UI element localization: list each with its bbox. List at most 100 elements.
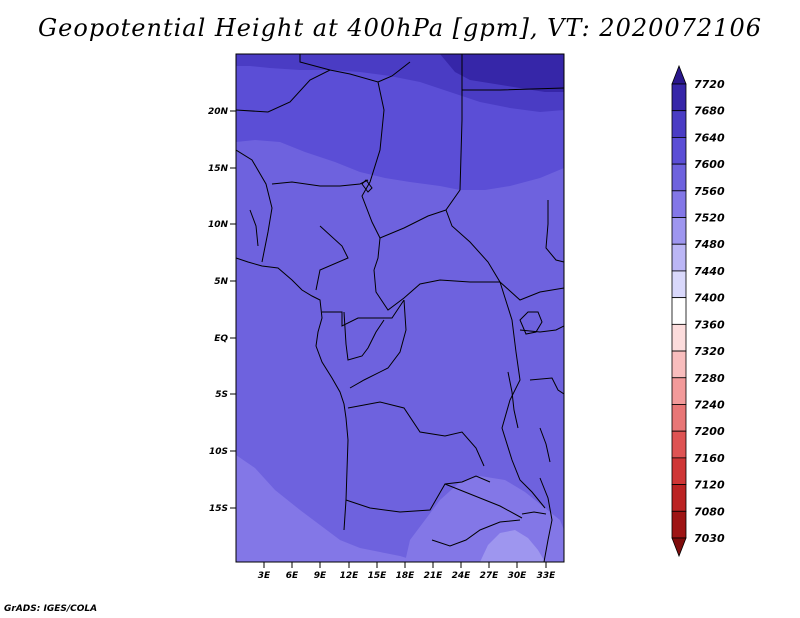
colorbar-box [671, 83, 687, 112]
lat-tick: 5N [214, 277, 236, 287]
border-9 [379, 209, 447, 239]
colorbar: 7720 7680 7640 7600 7560 7520 7480 7440 7400 7360… [671, 64, 725, 558]
lat-tick: 5S [215, 390, 236, 400]
border-22 [545, 200, 564, 263]
colorbar-box [671, 510, 687, 539]
border-13 [349, 299, 407, 389]
lon-tick: 27E [480, 562, 500, 581]
colorbar-label: 7080 [694, 505, 725, 518]
border-7 [271, 179, 369, 187]
lon-tick-label: 33E [537, 571, 557, 581]
border-15 [347, 401, 485, 467]
lat-tick-label: EQ [214, 334, 228, 344]
lon-tick: 33E [537, 562, 557, 581]
lon-tick-label: 27E [480, 571, 500, 581]
border-16 [345, 475, 491, 513]
colorbar-label: 7560 [694, 185, 725, 198]
colorbar-label: 7480 [694, 238, 725, 251]
border-2 [236, 149, 273, 263]
lon-tick-label: 15E [368, 571, 388, 581]
lat-tick: 15S [209, 504, 236, 514]
border-20 [431, 519, 521, 547]
lon-tick: 18E [396, 562, 416, 581]
lake-chad [361, 179, 373, 193]
border-21 [539, 477, 553, 562]
fill-7680 [440, 54, 564, 92]
colorbar-box [671, 243, 687, 272]
lon-tick: 6E [286, 562, 299, 581]
colorbar-box [671, 190, 687, 218]
colorbar-box [671, 110, 687, 138]
lon-tick: 3E [258, 562, 271, 581]
colorbar-label: 7160 [694, 452, 725, 465]
colorbar-label: 7360 [694, 318, 725, 331]
country-borders [236, 54, 564, 562]
colorbar-box [671, 297, 687, 325]
colorbar-label: 7240 [694, 398, 725, 411]
lat-tick-label: 10N [208, 220, 229, 230]
coastline-west [236, 257, 349, 531]
colorbar-box [671, 377, 687, 405]
colorbar-box [671, 270, 687, 299]
lon-tick-label: 6E [286, 571, 299, 581]
lat-tick-label: 15S [209, 504, 228, 514]
border-11 [322, 299, 405, 327]
lat-tick-label: 5S [215, 390, 228, 400]
lat-tick: 15N [208, 164, 236, 174]
border-17 [519, 325, 564, 333]
colorbar-label: 7120 [694, 479, 725, 492]
lon-tick-label: 9E [314, 571, 327, 581]
map-title: Geopotential Height at 400hPa [gpm], VT:… [38, 14, 762, 42]
latitude-axis: 20N 15N 10N 5N EQ 5S 10S 15S [208, 107, 236, 514]
border-18 [529, 377, 564, 395]
colorbar-label: 7520 [694, 212, 725, 225]
colorbar-label: 7030 [694, 532, 725, 545]
lon-tick-label: 18E [396, 571, 416, 581]
colorbar-box [671, 484, 687, 512]
contour-fills [236, 54, 564, 562]
border-8 [315, 225, 349, 291]
lake-victoria [519, 311, 543, 335]
colorbar-label: 7200 [694, 425, 725, 438]
colorbar-box [671, 430, 687, 459]
lake-tanganyika [507, 371, 519, 429]
lake-volta [249, 209, 259, 247]
colorbar-label: 7280 [694, 372, 725, 385]
lon-tick-label: 24E [452, 571, 472, 581]
border-14 [499, 281, 546, 509]
lon-tick-label: 12E [340, 571, 360, 581]
border-19 [444, 483, 523, 519]
colorbar-label: 7640 [694, 131, 725, 144]
colorbar-label: 7720 [694, 78, 725, 91]
lon-tick-label: 21E [424, 571, 444, 581]
kariba [521, 511, 547, 515]
border-6 [462, 87, 564, 91]
lat-tick-label: 5N [214, 277, 228, 287]
colorbar-box [671, 323, 687, 352]
colorbar-box [671, 217, 687, 245]
colorbar-box [671, 163, 687, 192]
lat-tick-label: 20N [208, 107, 229, 117]
lon-tick: 30E [508, 562, 528, 581]
border-10 [373, 269, 500, 311]
colorbar-min-triangle [671, 537, 687, 558]
border-4 [361, 81, 385, 271]
colorbar-label: 7400 [694, 292, 725, 305]
lat-tick: 10N [208, 220, 236, 230]
fill-7480 [480, 530, 545, 562]
lat-tick: 10S [209, 447, 236, 457]
lon-tick-label: 3E [258, 571, 271, 581]
colorbar-box [671, 350, 687, 379]
lat-tick-label: 15N [208, 164, 229, 174]
lon-tick: 12E [340, 562, 360, 581]
lat-tick: EQ [214, 334, 236, 344]
footer-credit: GrADS: IGES/COLA [4, 604, 98, 614]
lon-tick-label: 30E [508, 571, 528, 581]
lon-tick: 24E [452, 562, 472, 581]
colorbar-box [671, 404, 687, 432]
border-3 [299, 54, 331, 71]
lon-tick: 21E [424, 562, 444, 581]
border-12 [343, 311, 385, 361]
fill-7520-sw [236, 455, 420, 562]
